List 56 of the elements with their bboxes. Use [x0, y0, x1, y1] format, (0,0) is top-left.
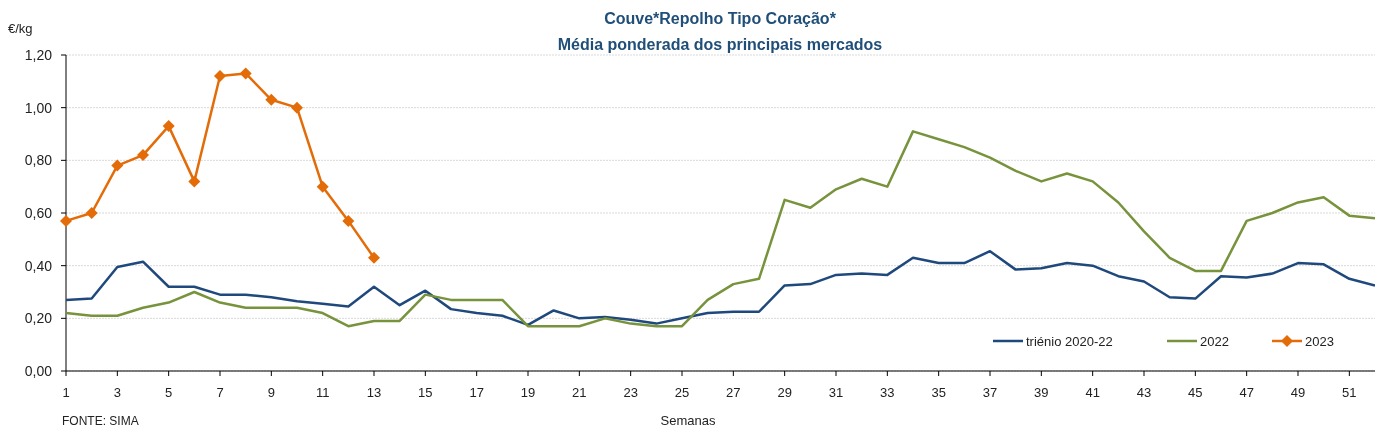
x-tick-label: 49 [1290, 385, 1306, 400]
x-tick-label: 13 [366, 385, 382, 400]
y-tick-label: 0,40 [24, 257, 53, 274]
y-axis-title: €/kg [8, 21, 33, 36]
x-tick-label: 45 [1188, 385, 1203, 400]
x-tick-label: 37 [982, 385, 998, 400]
y-tick-label: 1,00 [24, 99, 53, 116]
point [342, 214, 355, 227]
x-tick-label: 11 [315, 385, 330, 400]
x-tick-label: 15 [418, 385, 433, 400]
chart-title: Couve*Repolho Tipo Coração* [604, 10, 837, 27]
line-series [64, 249, 1375, 327]
x-tick-label: 29 [777, 385, 792, 400]
source-note: FONTE: SIMA [62, 414, 139, 428]
point [162, 120, 175, 133]
x-tick-label: 1 [62, 385, 70, 400]
legend-label: 2023 [1305, 334, 1334, 349]
x-tick-label: 17 [469, 385, 484, 400]
point [368, 251, 380, 264]
x-tick-label: 21 [572, 385, 587, 400]
y-tick-label: 0,60 [24, 205, 53, 221]
y-tick-label: 0,80 [24, 152, 53, 169]
x-tick-label: 27 [726, 385, 741, 400]
point [214, 70, 226, 83]
legend-label: 2022 [1200, 334, 1229, 349]
x-tick-label: 3 [113, 385, 121, 400]
chart-subtitle: Média ponderada dos principais mercados [557, 36, 883, 53]
point [239, 67, 252, 80]
point [85, 207, 98, 219]
x-tick-label: 39 [1034, 385, 1049, 400]
x-tick-label: 5 [165, 385, 173, 400]
x-tick-label: 19 [520, 385, 536, 400]
line-series [64, 130, 1375, 328]
x-tick-label: 35 [931, 385, 946, 400]
x-tick-label: 43 [1136, 385, 1152, 400]
x-tick-label: 47 [1239, 385, 1254, 400]
x-tick-label: 41 [1085, 385, 1100, 400]
point [316, 180, 329, 193]
y-tick-label: 0,00 [24, 363, 53, 379]
x-tick-label: 25 [674, 385, 690, 400]
x-tick-label: 31 [828, 385, 844, 400]
legend-label: triénio 2020-22 [1026, 334, 1113, 349]
point [265, 93, 278, 106]
point [188, 175, 201, 188]
point [291, 101, 303, 114]
x-axis-title: Semanas [660, 413, 716, 428]
x-tick-label: 33 [880, 385, 895, 400]
point [60, 214, 72, 227]
x-tick-label: 9 [267, 385, 275, 400]
point [111, 159, 124, 172]
x-tick-label: 23 [623, 385, 638, 400]
y-tick-label: 0,20 [24, 310, 53, 327]
point [137, 149, 149, 162]
y-tick-label: 1,20 [24, 47, 53, 63]
x-tick-label: 51 [1342, 385, 1357, 400]
x-tick-label: 7 [216, 385, 224, 400]
